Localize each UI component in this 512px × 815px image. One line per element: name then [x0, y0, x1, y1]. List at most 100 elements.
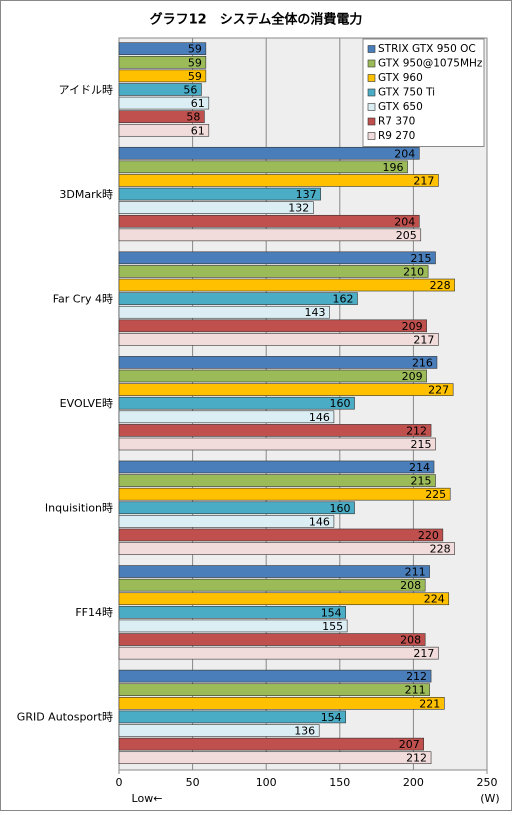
bar — [118, 683, 430, 697]
bar — [118, 69, 207, 83]
x-annotation: Low← — [132, 792, 163, 805]
bar — [118, 83, 202, 96]
value-label: 208 — [400, 579, 421, 592]
value-label: 212 — [406, 670, 427, 683]
y-tick-label: GRID Autosport時 — [17, 711, 113, 724]
bar — [118, 55, 207, 69]
legend-label: R7 370 — [378, 116, 415, 128]
value-label: 58 — [186, 111, 200, 124]
value-label: 217 — [413, 647, 434, 660]
value-label: 155 — [322, 620, 343, 633]
value-label: 154 — [321, 711, 342, 724]
bar — [118, 369, 427, 383]
value-label: 160 — [330, 502, 351, 515]
value-label: 215 — [410, 252, 431, 265]
bar — [118, 501, 355, 515]
legend-label: R9 270 — [378, 130, 415, 142]
bar — [118, 542, 455, 555]
value-label: 216 — [412, 356, 433, 369]
legend-label: GTX 950@1075MHz — [378, 58, 483, 70]
bar — [118, 251, 436, 265]
x-tick-label: 250 — [477, 776, 498, 789]
y-tick-label: FF14時 — [75, 606, 113, 619]
value-label: 160 — [330, 397, 351, 410]
bar — [118, 710, 346, 724]
bar — [118, 606, 346, 619]
bar — [118, 383, 454, 396]
y-tick-label: Inquisition時 — [45, 502, 113, 515]
bar — [118, 528, 444, 542]
value-label: 137 — [296, 188, 317, 201]
value-label: 208 — [400, 634, 421, 647]
value-label: 212 — [406, 424, 427, 437]
bar — [118, 487, 451, 501]
legend-swatch — [367, 59, 376, 68]
value-label: 217 — [413, 333, 434, 346]
value-label: 204 — [394, 215, 415, 228]
legend-swatch — [367, 74, 376, 82]
value-label: 196 — [383, 161, 404, 174]
legend-label: STRIX GTX 950 OC — [378, 43, 476, 55]
bar — [118, 724, 320, 737]
value-label: 212 — [406, 752, 427, 765]
value-label: 136 — [294, 725, 315, 738]
value-label: 209 — [402, 320, 423, 333]
value-label: 132 — [288, 202, 309, 215]
bar — [118, 619, 348, 633]
y-tick-label: EVOLVE時 — [60, 397, 113, 410]
value-label: 61 — [191, 124, 205, 137]
legend-swatch — [367, 132, 376, 140]
y-tick-label: アイドル時 — [59, 83, 113, 96]
legend-swatch — [367, 103, 376, 111]
legend-box — [362, 38, 485, 147]
bar — [118, 278, 455, 292]
value-label: 146 — [309, 515, 330, 528]
x-axis-label: (W) — [480, 792, 499, 805]
x-tick-label: 50 — [186, 776, 200, 789]
value-label: 221 — [419, 697, 440, 710]
chart-title: グラフ12 システム全体の消費電力 — [150, 12, 363, 28]
value-label: 228 — [430, 543, 451, 556]
bar — [118, 565, 430, 578]
value-label: 205 — [396, 229, 417, 242]
value-label: 209 — [402, 370, 423, 383]
value-label: 211 — [405, 566, 426, 579]
value-label: 59 — [188, 56, 202, 69]
bar — [118, 669, 432, 683]
bar — [118, 214, 420, 228]
bar — [118, 737, 425, 751]
bar — [118, 146, 420, 160]
bar — [118, 396, 355, 410]
value-label: 214 — [409, 461, 430, 474]
value-label: 146 — [309, 411, 330, 424]
bar — [118, 333, 439, 346]
bar — [118, 460, 435, 474]
value-label: 215 — [410, 475, 431, 488]
bar — [118, 474, 436, 487]
x-tick-label: 150 — [329, 776, 350, 789]
bar — [118, 96, 210, 110]
bar — [118, 265, 429, 278]
legend-label: GTX 960 — [378, 72, 423, 84]
bar — [118, 319, 427, 333]
value-label: 59 — [188, 70, 202, 83]
bar — [118, 228, 422, 242]
bar — [118, 356, 438, 369]
legend-swatch — [367, 88, 376, 97]
bar — [118, 578, 426, 592]
bar — [118, 410, 335, 424]
value-label: 56 — [183, 83, 197, 96]
bar — [118, 751, 432, 765]
bar — [118, 187, 321, 201]
bar — [118, 123, 210, 137]
legend-label: GTX 750 Ti — [378, 87, 435, 99]
bar — [118, 174, 439, 187]
value-label: 228 — [430, 279, 451, 292]
value-label: 61 — [191, 97, 205, 110]
value-label: 162 — [332, 293, 353, 306]
x-tick-label: 100 — [256, 776, 277, 789]
value-label: 211 — [405, 684, 426, 697]
value-label: 204 — [394, 147, 415, 160]
value-label: 215 — [410, 438, 431, 451]
